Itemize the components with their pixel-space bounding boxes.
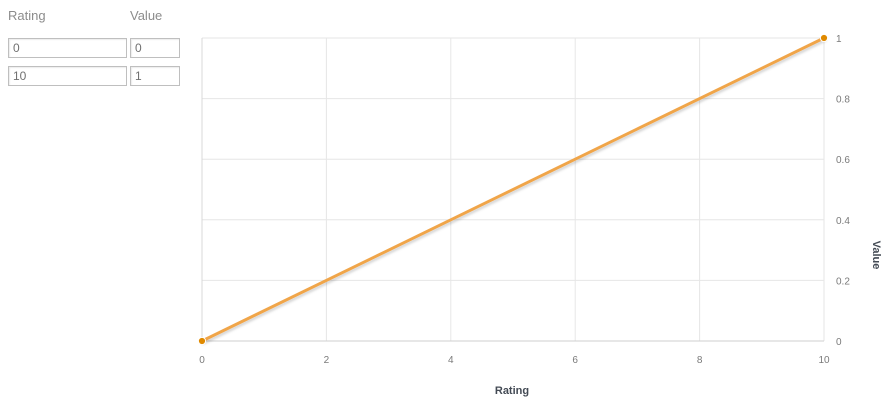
series-line (200, 36, 826, 343)
x-tick-label: 0 (199, 355, 205, 366)
value-input[interactable] (130, 66, 180, 86)
x-axis-title: Rating (495, 385, 529, 397)
value-input[interactable] (130, 38, 180, 58)
x-tick-label: 10 (818, 355, 830, 366)
y-tick-label: 0.8 (836, 95, 850, 106)
y-tick-label: 0 (836, 337, 842, 348)
chart-series (197, 33, 829, 346)
data-point[interactable] (197, 336, 207, 346)
chart-tick-labels: 00.20.40.60.810 2 4 6 8 10 (199, 34, 850, 366)
y-tick-label: 0.2 (836, 276, 850, 287)
rating-column-header: Rating (8, 8, 46, 23)
data-point[interactable] (819, 33, 829, 43)
table-row (8, 38, 183, 60)
table-row (8, 66, 183, 88)
y-tick-label: 1 (836, 34, 842, 45)
y-tick-label: 0.4 (836, 216, 850, 227)
value-column-header: Value (130, 8, 163, 23)
x-tick-label: 8 (697, 355, 703, 366)
chart-axes (201, 38, 824, 342)
rating-input[interactable] (8, 66, 127, 86)
x-tick-label: 4 (448, 355, 454, 366)
rating-input[interactable] (8, 38, 127, 58)
y-tick-label: 0.6 (836, 155, 850, 166)
x-tick-label: 2 (324, 355, 330, 366)
x-tick-label: 6 (572, 355, 578, 366)
y-axis-title: Value (870, 241, 882, 270)
